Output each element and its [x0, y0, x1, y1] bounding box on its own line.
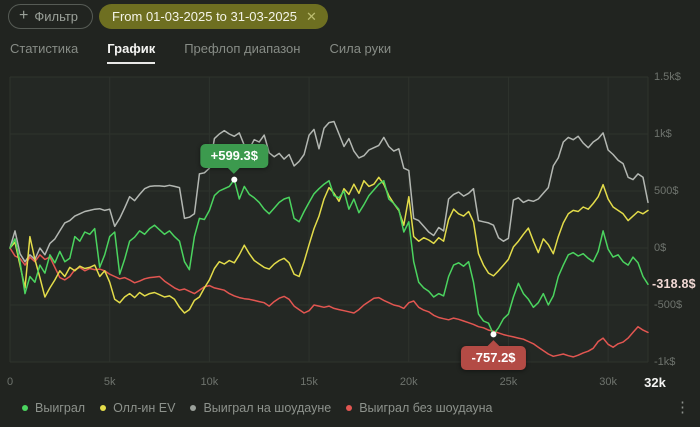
x-axis-label: 5k	[103, 376, 116, 388]
y-axis-label: 0$	[654, 242, 667, 254]
tab-bar: Статистика График Префлоп диапазон Сила …	[10, 41, 391, 64]
y-axis-label: 1k$	[654, 128, 672, 140]
x-axis-label: 10k	[200, 376, 219, 388]
legend-label: Выиграл	[35, 401, 86, 415]
x-axis-label: 0	[6, 376, 14, 388]
max-value-label: +599.3$	[210, 147, 258, 163]
legend-label: Выиграл на шоудауне	[203, 401, 332, 415]
plus-icon: +	[19, 7, 29, 24]
legend-dot-icon	[190, 405, 197, 411]
date-filter-label: From 01-03-2025 to 31-03-2025	[112, 8, 298, 24]
date-filter-chip[interactable]: From 01-03-2025 to 31-03-2025 ✕	[99, 4, 328, 29]
legend-dot-icon	[346, 405, 353, 411]
x-axis-label: 15k	[300, 376, 318, 388]
series-line-0	[9, 178, 649, 336]
legend-item[interactable]: Олл-ин EV	[100, 401, 175, 415]
min-value-tooltip: -757.2$	[461, 340, 526, 371]
legend-dot-icon	[22, 405, 28, 411]
legend-label: Выиграл без шоудауна	[359, 401, 493, 415]
topbar: + Фильтр From 01-03-2025 to 31-03-2025 ✕	[8, 4, 328, 29]
add-filter-button[interactable]: + Фильтр	[8, 4, 94, 29]
tab-graph[interactable]: График	[107, 41, 156, 64]
legend-item[interactable]: Выиграл	[22, 401, 85, 415]
x-axis-label: 30k	[599, 376, 617, 388]
y-axis-label: -500$	[654, 299, 683, 311]
more-options-icon[interactable]: ⋮	[675, 399, 690, 416]
series-line-3	[9, 247, 649, 358]
x-axis-label: 25k	[499, 376, 518, 388]
legend-dot-icon	[100, 405, 107, 411]
current-value-label: -318.8$	[652, 277, 696, 292]
max-value-tooltip: +599.3$	[200, 143, 268, 174]
y-axis-label: 1.5k$	[654, 71, 681, 83]
close-icon[interactable]: ✕	[306, 8, 317, 24]
legend-item[interactable]: Выиграл без шоудауна	[346, 401, 493, 415]
y-axis-label: 500$	[654, 185, 679, 197]
x-axis-end-label: 32k	[644, 375, 666, 390]
x-axis-label: 20k	[399, 376, 418, 388]
tab-preflop-range[interactable]: Префлоп диапазон	[184, 41, 301, 56]
series-line-1	[9, 176, 649, 314]
series-line-2	[9, 120, 649, 263]
tab-statistics[interactable]: Статистика	[10, 41, 79, 56]
add-filter-label: Фильтр	[34, 8, 79, 24]
legend-label: Олл-ин EV	[113, 401, 176, 415]
legend-item[interactable]: Выиграл на шоудауне	[190, 401, 331, 415]
y-axis-label: -1k$	[654, 356, 676, 368]
min-value-label: -757.2$	[471, 350, 516, 366]
tab-hand-strength[interactable]: Сила руки	[329, 41, 392, 56]
chart-legend: Выиграл Олл-ин EV Выиграл на шоудауне Выигр…	[22, 399, 694, 416]
